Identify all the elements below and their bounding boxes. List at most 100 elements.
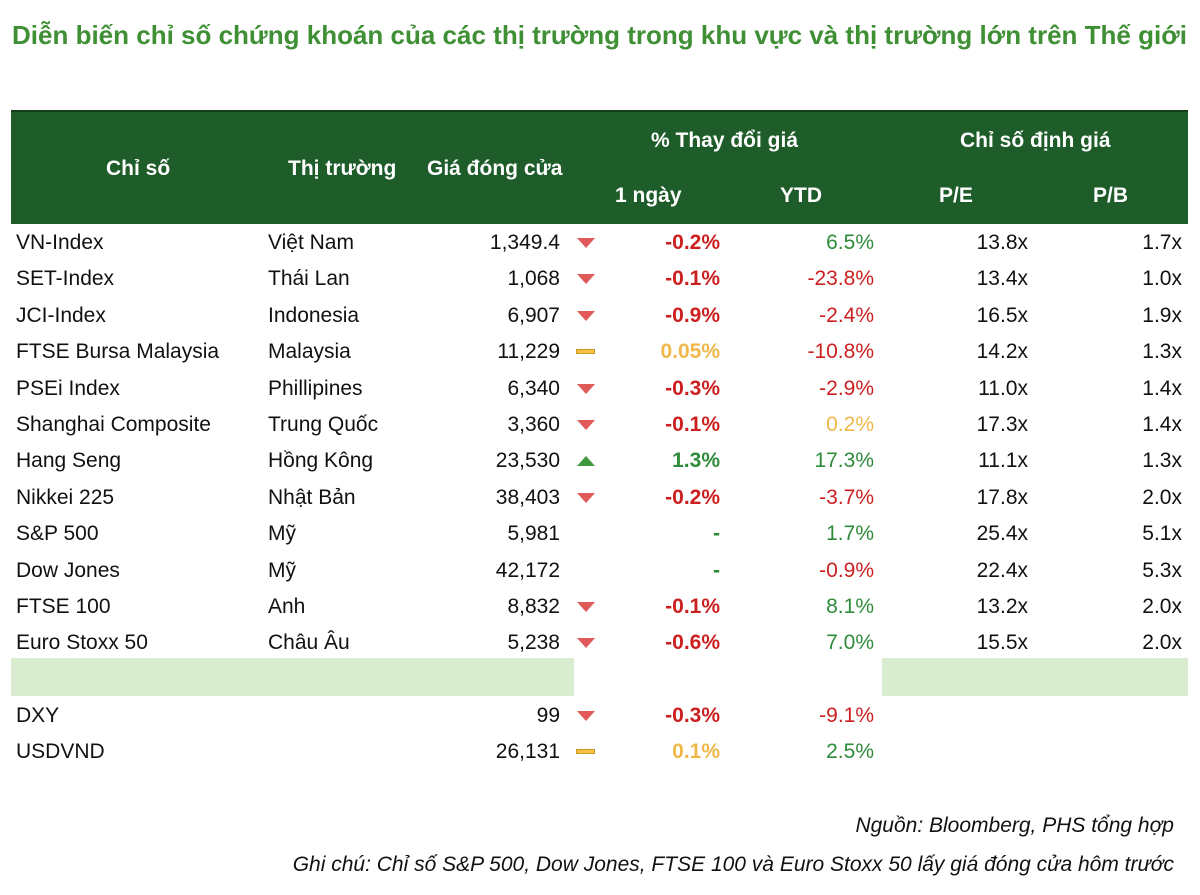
header-market: Thị trường [288, 157, 397, 180]
arrow-down-icon [577, 711, 595, 721]
trend-indicator [575, 734, 595, 770]
pe-cell: 11.0x [978, 376, 1028, 400]
pe-cell: 14.2x [976, 340, 1028, 364]
market-cell: Malaysia [268, 340, 351, 364]
day-change-cell: 1.3% [672, 449, 720, 473]
pe-cell: 15.5x [976, 631, 1028, 655]
trend-indicator [575, 516, 595, 552]
day-change-cell: - [713, 558, 720, 582]
day-change-cell: 0.05% [660, 340, 720, 364]
pb-cell: 2.0x [1142, 595, 1182, 618]
day-change-cell: -0.6% [665, 631, 720, 655]
flat-dash-icon [576, 749, 595, 755]
trend-indicator [575, 334, 595, 370]
close-cell: 26,131 [495, 740, 560, 764]
ytd-change-cell: 1.7% [826, 522, 874, 546]
arrow-down-icon [577, 602, 595, 612]
market-cell: Thái Lan [268, 267, 350, 291]
trend-indicator [575, 371, 595, 407]
index-cell: DXY [16, 704, 60, 727]
pb-cell: 5.1x [1142, 522, 1182, 546]
pe-cell: 22.4x [976, 558, 1028, 582]
market-cell: Hồng Kông [268, 449, 374, 473]
market-cell: Mỹ [268, 522, 296, 546]
pb-cell: 1.4x [1142, 376, 1182, 400]
day-change-cell: - [713, 522, 720, 546]
source-note: Nguồn: Bloomberg, PHS tổng hợp [855, 814, 1174, 837]
market-cell: Indonesia [268, 303, 360, 327]
ytd-change-cell: -0.9% [819, 558, 874, 582]
close-cell: 42,172 [495, 558, 560, 582]
arrow-down-icon [577, 383, 595, 394]
pe-cell: 17.3x [976, 413, 1028, 436]
table-row: S&P 500 Mỹ 5,981 - 1.7% 25.4x 5.1x [0, 516, 1200, 552]
index-cell: PSEi Index [16, 376, 120, 400]
market-cell: Anh [268, 595, 306, 618]
trend-indicator [575, 589, 595, 625]
header-pct-change: % Thay đổi giá [651, 129, 799, 152]
index-cell: FTSE 100 [16, 595, 111, 618]
pb-cell: 2.0x [1142, 631, 1182, 655]
arrow-up-icon [577, 456, 595, 467]
pb-cell: 1.0x [1142, 267, 1182, 291]
pb-cell: 1.9x [1142, 303, 1182, 327]
day-change-cell: -0.2% [665, 485, 720, 509]
pb-cell: 2.0x [1142, 485, 1182, 509]
arrow-down-icon [577, 238, 595, 248]
index-cell: USDVND [16, 740, 105, 764]
pe-cell: 25.4x [976, 522, 1028, 546]
day-change-cell: -0.3% [665, 704, 720, 727]
ytd-change-cell: 8.1% [826, 595, 874, 618]
ytd-change-cell: 6.5% [826, 231, 874, 254]
pe-cell: 16.5x [976, 303, 1028, 327]
trend-indicator [575, 407, 595, 443]
table-row: FTSE Bursa Malaysia Malaysia 11,229 0.05% -1… [0, 334, 1200, 370]
close-cell: 99 [536, 704, 560, 727]
ytd-change-cell: 2.5% [826, 740, 874, 764]
close-cell: 6,907 [507, 303, 560, 327]
ytd-change-cell: -9.1% [819, 704, 874, 727]
header-pb: P/B [1093, 184, 1129, 207]
table-row: JCI-Index Indonesia 6,907 -0.9% -2.4% 16.5x 1.… [0, 298, 1200, 334]
close-cell: 6,340 [507, 376, 560, 400]
arrow-down-icon [577, 492, 595, 503]
pb-cell: 1.3x [1142, 449, 1182, 473]
header-one-day: 1 ngày [615, 184, 682, 207]
close-cell: 5,981 [507, 522, 560, 546]
ytd-change-cell: 7.0% [826, 631, 874, 655]
header-valuation: Chỉ số định giá [960, 129, 1111, 152]
table-header: Chỉ số Thị trường Giá đóng cửa % Thay đổ… [11, 110, 1188, 224]
close-cell: 1,349.4 [489, 231, 560, 254]
ytd-change-cell: 17.3% [814, 449, 874, 473]
market-cell: Mỹ [268, 558, 296, 582]
table-row: Nikkei 225 Nhật Bản 38,403 -0.2% -3.7% 17.8x 2… [0, 480, 1200, 516]
market-cell: Trung Quốc [268, 413, 379, 436]
header-index: Chỉ số [106, 157, 171, 180]
day-change-cell: -0.2% [665, 231, 720, 254]
pe-cell: 11.1x [978, 449, 1028, 473]
day-change-cell: 0.1% [672, 740, 720, 764]
index-cell: Shanghai Composite [16, 413, 211, 436]
index-cell: FTSE Bursa Malaysia [16, 340, 220, 364]
market-cell: Nhật Bản [268, 485, 356, 509]
day-change-cell: -0.1% [665, 595, 720, 618]
pe-cell: 13.4x [976, 267, 1028, 291]
trend-indicator [575, 698, 595, 734]
header-pe: P/E [939, 184, 973, 207]
trend-indicator [575, 480, 595, 516]
pe-cell: 17.8x [976, 485, 1028, 509]
flat-dash-icon [576, 349, 595, 355]
trend-indicator [575, 298, 595, 334]
market-cell: Việt Nam [268, 231, 354, 254]
index-cell: Nikkei 225 [16, 485, 115, 509]
ytd-change-cell: -3.7% [819, 485, 874, 509]
ytd-change-cell: 0.2% [826, 413, 874, 436]
header-ytd: YTD [780, 184, 822, 207]
table-row: Euro Stoxx 50 Châu Âu 5,238 -0.6% 7.0% 15.5x 2… [0, 625, 1200, 661]
close-cell: 1,068 [507, 267, 560, 291]
index-cell: SET-Index [16, 267, 115, 291]
close-cell: 38,403 [495, 485, 560, 509]
trend-indicator [575, 225, 595, 261]
arrow-down-icon [577, 274, 595, 285]
index-cell: VN-Index [16, 231, 104, 254]
